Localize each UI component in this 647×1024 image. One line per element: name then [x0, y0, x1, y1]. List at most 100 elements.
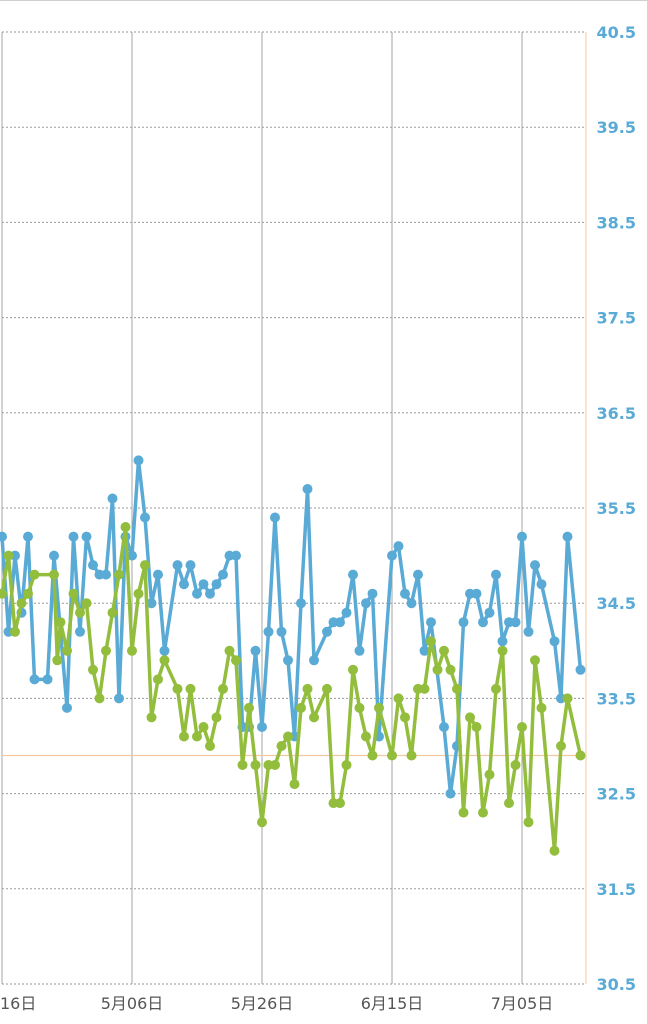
series-2-point	[140, 560, 150, 571]
series-2-point	[348, 664, 358, 675]
series-1-point	[42, 674, 53, 685]
series-2-point	[270, 760, 280, 770]
series-2-point	[302, 683, 313, 694]
y-tick-label: 30.5	[597, 975, 636, 994]
series-2-point	[107, 607, 118, 618]
series-1-point	[101, 569, 111, 580]
series-1-point	[510, 617, 521, 628]
series-1-point	[322, 626, 332, 637]
series-2-point	[367, 750, 378, 761]
series-2-point	[127, 645, 137, 656]
series-2-point	[536, 702, 547, 713]
series-2-point	[52, 655, 63, 666]
series-2-point	[517, 722, 527, 732]
series-1-point	[309, 655, 319, 666]
series-2-point	[146, 712, 157, 723]
series-1-point	[75, 626, 85, 637]
series-2-point	[16, 598, 27, 609]
y-tick-label: 39.5	[597, 118, 636, 137]
chart-series	[0, 455, 586, 856]
y-tick-label: 38.5	[597, 213, 636, 232]
series-2-point	[133, 588, 144, 599]
series-1-point	[413, 569, 423, 580]
series-1-point	[575, 664, 586, 675]
series-2-point	[205, 741, 215, 751]
series-1-point	[439, 722, 449, 732]
series-2-point	[10, 626, 20, 637]
series-2-point	[432, 664, 443, 675]
series-2	[0, 522, 586, 856]
series-1-point	[419, 645, 430, 656]
series-1-point	[23, 531, 33, 542]
series-1-point	[387, 550, 397, 561]
series-2-point	[309, 712, 319, 723]
series-2-point	[23, 588, 33, 599]
series-1-point	[491, 569, 501, 580]
series-2-point	[465, 712, 475, 723]
x-tick-label: 6月15日	[361, 994, 424, 1013]
series-2-point	[276, 741, 287, 751]
series-2-point	[491, 683, 501, 694]
y-tick-label: 32.5	[597, 785, 636, 804]
series-1-point	[81, 531, 92, 542]
series-1-point	[445, 788, 456, 799]
series-2-point	[179, 731, 189, 742]
series-1-point	[49, 550, 59, 561]
series-1-point	[88, 560, 98, 571]
series-2-point	[439, 645, 449, 656]
series-1-point	[348, 569, 358, 580]
series-2-point	[406, 750, 417, 761]
series-1-point	[133, 455, 144, 466]
series-2-point	[322, 683, 332, 694]
series-2-point	[400, 712, 410, 723]
series-1-point	[530, 560, 540, 571]
series-2-point	[361, 731, 371, 742]
y-tick-label: 34.5	[597, 594, 636, 613]
series-1-point	[172, 560, 183, 571]
series-1-point	[562, 531, 573, 542]
series-2-point	[185, 683, 196, 694]
series-2-point	[224, 645, 235, 656]
series-2-point	[81, 598, 92, 609]
y-tick-label: 33.5	[597, 689, 636, 708]
series-1-point	[302, 484, 313, 494]
series-1-point	[335, 617, 345, 628]
series-1-point	[361, 598, 371, 609]
series-1-point	[367, 588, 378, 599]
series-1-point	[257, 722, 267, 732]
series-1-point	[458, 617, 469, 628]
series-2-point	[426, 636, 436, 647]
series-2-point	[393, 693, 404, 704]
series-1-point	[198, 579, 209, 590]
series-1-point	[497, 636, 508, 647]
series-2-point	[510, 760, 521, 770]
series-2-point	[289, 779, 300, 790]
series-1-point	[146, 598, 157, 609]
series-2-point	[530, 655, 540, 666]
series-2-point	[88, 664, 98, 675]
series-2-point	[335, 798, 345, 809]
series-2-point	[341, 760, 352, 770]
series-2-point	[445, 664, 456, 675]
series-2-point	[478, 807, 488, 818]
series-1-point	[283, 655, 293, 666]
x-tick-label: 5月26日	[231, 994, 294, 1013]
series-2-point	[504, 798, 514, 809]
series-1-point	[517, 531, 527, 542]
series-1-point	[393, 541, 404, 552]
series-1-point	[211, 579, 222, 590]
x-axis-tick-labels: 16日 5月06日 5月26日 6月15日 7月05日	[0, 994, 553, 1013]
series-2-point	[211, 712, 222, 723]
series-1-point	[354, 645, 365, 656]
series-2-point	[556, 741, 566, 751]
series-1-point	[205, 588, 215, 599]
series-1-point	[406, 598, 417, 609]
series-2-point	[231, 655, 241, 666]
x-tick-label: 16日	[0, 994, 36, 1013]
series-1-point	[192, 588, 202, 599]
y-axis-tick-labels: 40.5 39.5 38.5 37.5 36.5 35.5 34.5 33.5 32.5 31.5…	[597, 23, 636, 994]
series-2-point	[3, 550, 14, 561]
series-2-point	[283, 731, 293, 742]
series-2-point	[49, 569, 59, 580]
